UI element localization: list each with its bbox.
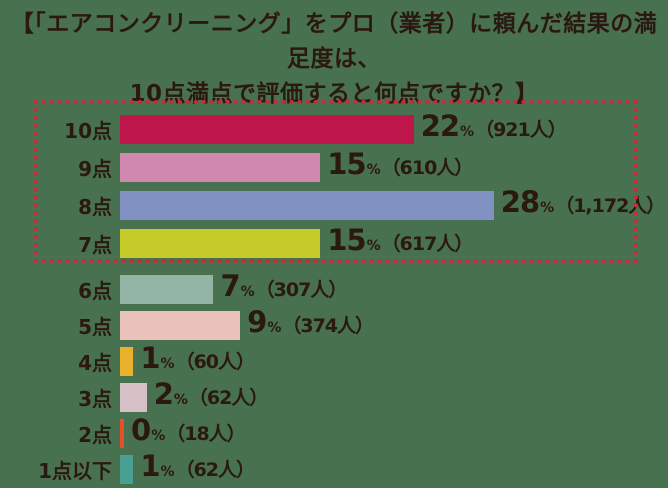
bar-row-label: 6点: [78, 279, 112, 303]
percent-sign: %: [540, 200, 555, 216]
bar-row-label: 9点: [78, 157, 112, 181]
bar-row-label: 4点: [78, 351, 112, 375]
bar-value-percent: 15: [327, 147, 366, 181]
bar: [120, 229, 321, 258]
bar: [120, 383, 147, 412]
bar: [120, 419, 124, 448]
bar: [120, 347, 134, 376]
percent-sign: %: [366, 162, 381, 178]
bar-value: 22%（921人）: [420, 109, 567, 147]
bar-row: 1点以下 1%（62人）: [0, 449, 668, 487]
bar-value-count: （374人）: [282, 315, 374, 337]
bar-row: 4点 1%（60人）: [0, 341, 668, 379]
bar-row: 7点 15%（617人）: [0, 223, 668, 261]
bar-value-count: （617人）: [381, 233, 474, 255]
bar-row: 8点 28%（1,172人）: [0, 185, 668, 223]
bar-row: 3点 2%（62人）: [0, 377, 668, 415]
bar-row: 6点 7%（307人）: [0, 269, 668, 307]
bar-row-label: 10点: [64, 119, 112, 143]
bar: [120, 275, 214, 304]
bar-value: 2%（62人）: [153, 377, 269, 415]
bar-value: 1%（62人）: [140, 449, 255, 487]
percent-sign: %: [160, 356, 175, 372]
bar-value-count: （921人）: [475, 119, 567, 141]
bar-value-count: （307人）: [255, 279, 348, 301]
percent-sign: %: [240, 284, 255, 300]
bar-row-label: 8点: [78, 195, 112, 219]
bar-value-percent: 1: [140, 341, 160, 375]
percent-sign: %: [151, 428, 166, 444]
bar-value-percent: 7: [220, 269, 240, 303]
bar-value: 15%（610人）: [327, 147, 474, 185]
bar-row: 9点 15%（610人）: [0, 147, 668, 185]
bar: [120, 311, 241, 340]
bar-value-count: （1,172人）: [555, 195, 665, 217]
bar-value-percent: 2: [153, 377, 174, 411]
bar-value-count: （60人）: [175, 351, 255, 373]
bar-value: 15%（617人）: [327, 223, 474, 261]
bar-value-percent: 15: [327, 223, 366, 257]
bar-value: 9%（374人）: [247, 305, 374, 343]
bar-value-count: （610人）: [381, 157, 474, 179]
bar-row: 10点 22%（921人）: [0, 109, 668, 147]
bar-value: 7%（307人）: [220, 269, 348, 307]
bar-value-count: （18人）: [166, 423, 245, 445]
bar-row: 2点 0%（18人）: [0, 413, 668, 451]
bar-row-label: 7点: [78, 233, 112, 257]
percent-sign: %: [460, 124, 475, 140]
bar-value-percent: 1: [140, 449, 160, 483]
percent-sign: %: [267, 320, 282, 336]
bar-value-percent: 9: [247, 305, 267, 339]
chart-title: 【「エアコンクリーニング」をプロ（業者）に頼んだ結果の満足度は、 10点満点で評…: [0, 0, 668, 112]
percent-sign: %: [366, 238, 381, 254]
bar-value-percent: 22: [420, 109, 460, 143]
bar-value: 1%（60人）: [140, 341, 255, 379]
bar-row: 5点 9%（374人）: [0, 305, 668, 343]
bar-row-label: 1点以下: [38, 459, 112, 483]
percent-sign: %: [173, 392, 188, 408]
bar-row-label: 5点: [78, 315, 112, 339]
bar-value: 0%（18人）: [131, 413, 246, 451]
chart-title-line1: 【「エアコンクリーニング」をプロ（業者）に頼んだ結果の満足度は、: [10, 11, 658, 72]
bar-value-percent: 0: [131, 413, 151, 447]
percent-sign: %: [160, 464, 175, 480]
bar-value-count: （62人）: [175, 459, 255, 481]
bar-rows: 10点 22%（921人） 9点 15%（610人） 8点 28%（1,172人…: [0, 100, 668, 484]
bar-value-percent: 28: [500, 185, 540, 219]
bar-chart: 10点 22%（921人） 9点 15%（610人） 8点 28%（1,172人…: [0, 100, 668, 488]
bar: [120, 115, 414, 144]
bar: [120, 153, 321, 182]
bar-row-label: 3点: [78, 387, 112, 411]
bar: [120, 191, 494, 220]
bar-value: 28%（1,172人）: [500, 185, 666, 223]
bar-value-count: （62人）: [188, 387, 268, 409]
bar-row-label: 2点: [78, 423, 112, 447]
bar: [120, 455, 134, 484]
